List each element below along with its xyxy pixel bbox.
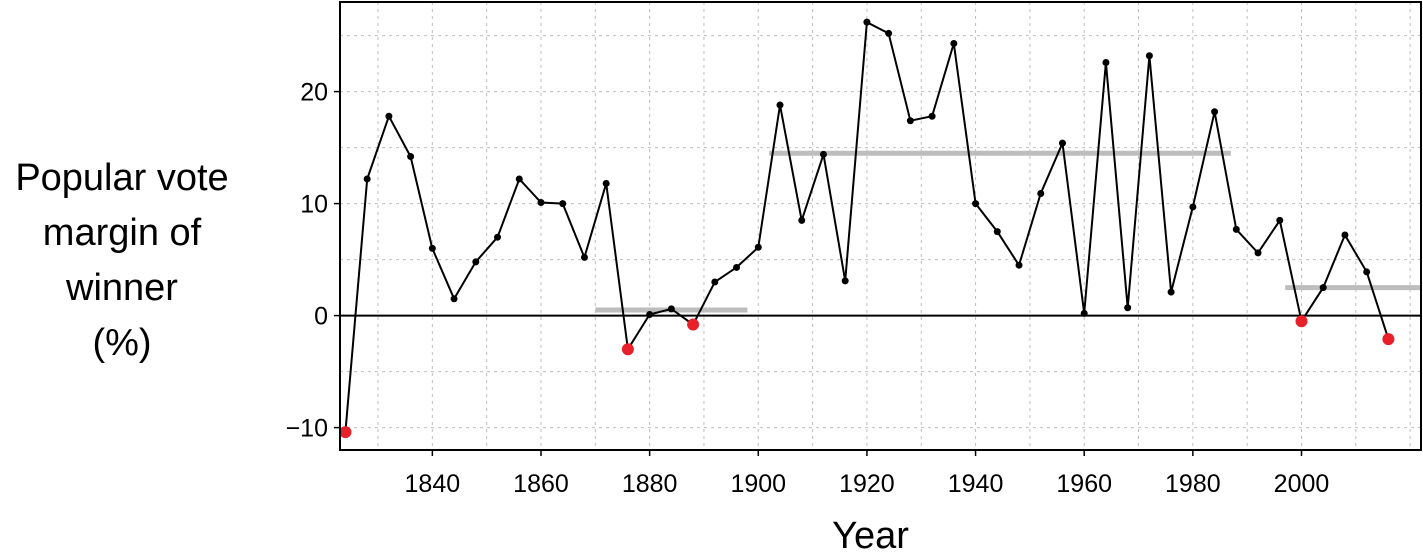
y-axis-label-line: margin of: [43, 212, 202, 254]
data-point-1828: [363, 175, 371, 183]
x-tick-label-1880: 1880: [622, 470, 678, 498]
y-axis-label-line: winner: [65, 267, 178, 309]
data-point-1984: [1211, 108, 1219, 116]
x-tick-label-1940: 1940: [948, 470, 1004, 498]
x-axis-label: Year: [832, 515, 909, 557]
data-point-1920: [863, 18, 871, 26]
plot-frame: [339, 1, 1422, 451]
data-point-1952: [1037, 190, 1045, 198]
grid-layer: [340, 2, 1421, 450]
period-average-layer: [595, 150, 1421, 313]
data-point-1928: [906, 117, 914, 125]
data-point-1892: [711, 278, 719, 286]
data-point-1848: [472, 258, 480, 266]
x-tick-label-1860: 1860: [513, 470, 569, 498]
data-point-1844: [450, 295, 458, 303]
data-point-1852: [494, 233, 502, 241]
data-point-2004: [1319, 284, 1327, 292]
data-point-1868: [580, 253, 588, 261]
x-tick-label-2000: 2000: [1274, 470, 1330, 498]
data-point-1912: [819, 150, 827, 158]
tick-layer: 1840 1860 1880 1900 1920 1940 1960 1980 2000 −10 0…: [286, 79, 1330, 498]
data-point-1872: [602, 179, 610, 187]
data-point-1996: [1276, 216, 1284, 224]
highlight-point-1888: [687, 318, 700, 331]
data-point-1948: [1015, 261, 1023, 269]
data-point-1968: [1124, 304, 1132, 312]
x-tick-label-1900: 1900: [730, 470, 786, 498]
data-point-1924: [885, 29, 893, 37]
data-point-1964: [1102, 58, 1110, 66]
data-point-1972: [1145, 52, 1153, 60]
y-tick-label: 10: [300, 191, 328, 219]
x-tick-label-1920: 1920: [839, 470, 895, 498]
data-point-1960: [1080, 309, 1088, 317]
x-tick-label-1840: 1840: [405, 470, 461, 498]
data-point-1840: [428, 244, 436, 252]
y-axis-label-line: (%): [92, 322, 151, 364]
data-point-2012: [1363, 268, 1371, 276]
highlight-point-2016: [1382, 333, 1395, 346]
y-tick-label: −10: [286, 415, 328, 443]
data-point-2008: [1341, 231, 1349, 239]
data-point-1884: [667, 305, 675, 313]
data-point-1832: [385, 112, 393, 120]
data-point-1880: [646, 310, 654, 318]
x-tick-label-1960: 1960: [1056, 470, 1112, 498]
data-point-1992: [1254, 249, 1262, 257]
highlight-point-2000: [1295, 315, 1308, 328]
y-tick-label: 0: [314, 303, 328, 331]
data-point-1836: [407, 153, 415, 161]
data-point-1856: [515, 175, 523, 183]
data-point-1932: [928, 112, 936, 120]
x-tick-label-1980: 1980: [1165, 470, 1221, 498]
data-point-1908: [798, 216, 806, 224]
data-point-1980: [1189, 203, 1197, 211]
series-layer: [339, 18, 1395, 439]
data-point-1976: [1167, 288, 1175, 296]
data-point-1864: [559, 200, 567, 208]
y-tick-label: 20: [300, 79, 328, 107]
data-point-1896: [733, 263, 741, 271]
highlight-point-1876: [621, 343, 634, 356]
y-axis-label: Popular vote margin of winner (%): [15, 157, 228, 364]
data-point-1860: [537, 198, 545, 206]
data-point-1900: [754, 243, 762, 251]
data-point-1944: [993, 228, 1001, 236]
y-axis-label-line: Popular vote: [15, 157, 228, 199]
data-point-1916: [841, 277, 849, 285]
data-point-1936: [950, 39, 958, 47]
data-point-1904: [776, 101, 784, 109]
highlight-point-1824: [339, 426, 352, 439]
data-point-1956: [1058, 139, 1066, 147]
data-point-1940: [972, 200, 980, 208]
data-point-1988: [1232, 225, 1240, 233]
